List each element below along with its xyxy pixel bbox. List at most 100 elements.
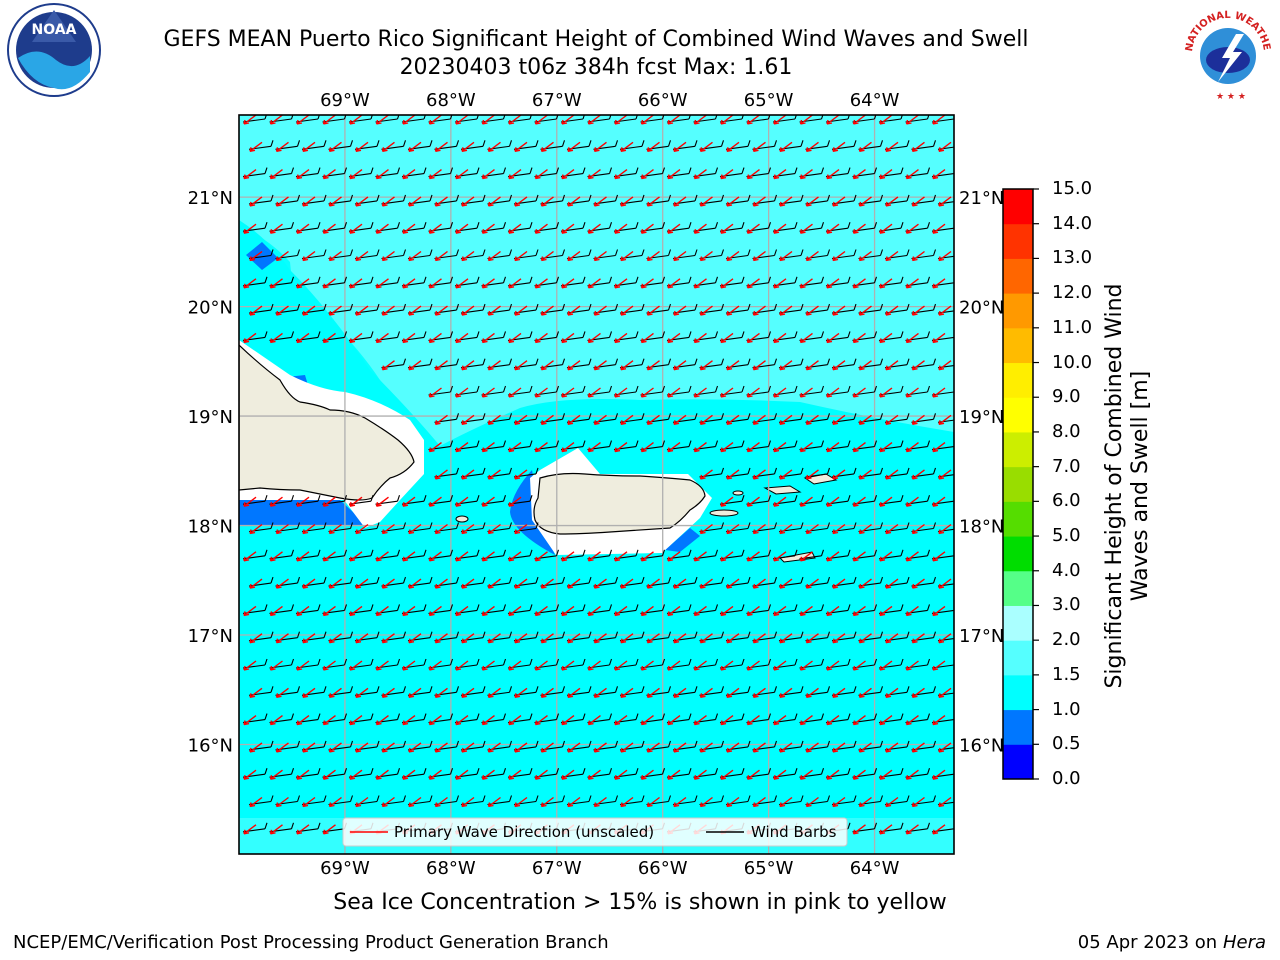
wave-direction-arrow — [349, 715, 363, 726]
wave-direction-arrow — [269, 551, 283, 562]
wave-direction-arrow — [593, 796, 607, 808]
latitude-label: 18°N — [959, 517, 1004, 538]
wave-direction-arrow — [534, 115, 548, 125]
wave-direction-arrow — [832, 633, 846, 644]
wave-direction-arrow — [938, 742, 952, 753]
wave-direction-arrow — [911, 578, 925, 589]
wave-direction-arrow — [726, 360, 740, 371]
wave-direction-arrow — [508, 660, 522, 671]
wave-direction-arrow — [508, 278, 522, 289]
wave-direction-arrow — [487, 141, 501, 152]
wave-direction-arrow — [540, 250, 554, 262]
wave-direction-arrow — [567, 633, 581, 644]
wave-direction-arrow — [667, 715, 681, 726]
wave-direction-arrow — [746, 496, 760, 507]
wave-direction-arrow — [858, 196, 872, 207]
wave-direction-arrow — [328, 796, 342, 808]
wave-direction-arrow — [375, 660, 389, 671]
latitude-label: 21°N — [188, 188, 233, 209]
wave-direction-arrow — [487, 633, 501, 644]
wave-direction-arrow — [461, 523, 475, 535]
wave-direction-arrow — [673, 633, 687, 644]
wave-direction-arrow — [328, 633, 342, 644]
wave-direction-arrow — [673, 796, 687, 808]
wave-direction-arrow — [805, 360, 819, 371]
wave-direction-arrow — [514, 360, 528, 371]
svg-text:NOAA: NOAA — [32, 22, 77, 38]
wave-direction-arrow — [646, 141, 660, 152]
wave-direction-arrow — [243, 769, 257, 780]
wave-direction-arrow — [243, 332, 257, 344]
wave-direction-arrow — [779, 360, 793, 371]
wave-direction-arrow — [514, 742, 528, 753]
mona-island — [455, 515, 469, 523]
wave-direction-arrow — [561, 115, 575, 125]
culebra-island — [732, 490, 744, 496]
wave-direction-arrow — [699, 141, 713, 152]
wave-direction-arrow — [593, 196, 607, 207]
wave-direction-arrow — [699, 196, 713, 207]
wave-direction-arrow — [693, 715, 707, 726]
wave-direction-arrow — [938, 196, 952, 207]
wave-direction-arrow — [561, 551, 575, 562]
wave-direction-arrow — [646, 687, 660, 698]
wave-direction-arrow — [243, 496, 257, 507]
wave-direction-arrow — [858, 633, 872, 644]
wave-direction-arrow — [773, 769, 787, 780]
wave-direction-arrow — [455, 715, 469, 726]
wave-direction-arrow — [826, 387, 840, 398]
wave-direction-arrow — [911, 414, 925, 425]
wave-direction-arrow — [911, 250, 925, 262]
wave-direction-arrow — [561, 769, 575, 780]
wave-direction-arrow — [534, 332, 548, 344]
wave-direction-arrow — [296, 496, 310, 507]
wave-direction-arrow — [408, 523, 422, 535]
wave-direction-arrow — [752, 633, 766, 644]
wave-direction-arrow — [773, 660, 787, 671]
wave-direction-arrow — [693, 223, 707, 234]
wave-direction-arrow — [428, 169, 442, 180]
wave-direction-arrow — [269, 169, 283, 180]
colorbar-segment — [1003, 605, 1033, 641]
wave-direction-arrow — [905, 169, 919, 180]
wave-direction-arrow — [826, 223, 840, 234]
wave-direction-arrow — [752, 305, 766, 316]
wave-direction-arrow — [699, 523, 713, 535]
wave-direction-arrow — [614, 551, 628, 562]
wave-direction-arrow — [508, 223, 522, 234]
wave-direction-arrow — [487, 687, 501, 698]
vieques-island — [709, 509, 739, 517]
map-legend: Primary Wave Direction (unscaled) Wind B… — [342, 817, 848, 847]
wave-direction-arrow — [296, 660, 310, 671]
wave-direction-arrow — [349, 278, 363, 289]
wave-direction-arrow — [620, 687, 634, 698]
wave-direction-arrow — [434, 633, 448, 644]
wave-direction-arrow — [805, 633, 819, 644]
wave-direction-arrow — [773, 496, 787, 507]
footer-date-text: 05 Apr 2023 on — [1077, 932, 1223, 953]
wave-direction-arrow — [381, 742, 395, 753]
wave-direction-arrow — [275, 578, 289, 589]
wave-direction-arrow — [720, 442, 734, 453]
wave-direction-arrow — [349, 115, 363, 125]
wave-direction-arrow — [932, 769, 946, 780]
wave-direction-arrow — [322, 496, 336, 507]
wave-direction-arrow — [614, 605, 628, 617]
latitude-label: 20°N — [959, 298, 1004, 319]
wave-direction-arrow — [249, 523, 263, 535]
wave-direction-arrow — [561, 332, 575, 344]
colorbar-segment — [1003, 189, 1033, 225]
wave-direction-arrow — [567, 141, 581, 152]
wave-direction-arrow — [587, 605, 601, 617]
wave-direction-arrow — [726, 633, 740, 644]
wave-direction-arrow — [799, 115, 813, 125]
wave-direction-arrow — [911, 141, 925, 152]
wave-direction-arrow — [455, 496, 469, 507]
wave-direction-arrow — [381, 360, 395, 371]
wave-direction-arrow — [249, 141, 263, 152]
colorbar-tick-label: 8.0 — [1052, 420, 1081, 442]
wave-direction-arrow — [746, 769, 760, 780]
wave-direction-arrow — [693, 332, 707, 344]
wave-direction-arrow — [699, 414, 713, 425]
wave-direction-arrow — [905, 551, 919, 562]
